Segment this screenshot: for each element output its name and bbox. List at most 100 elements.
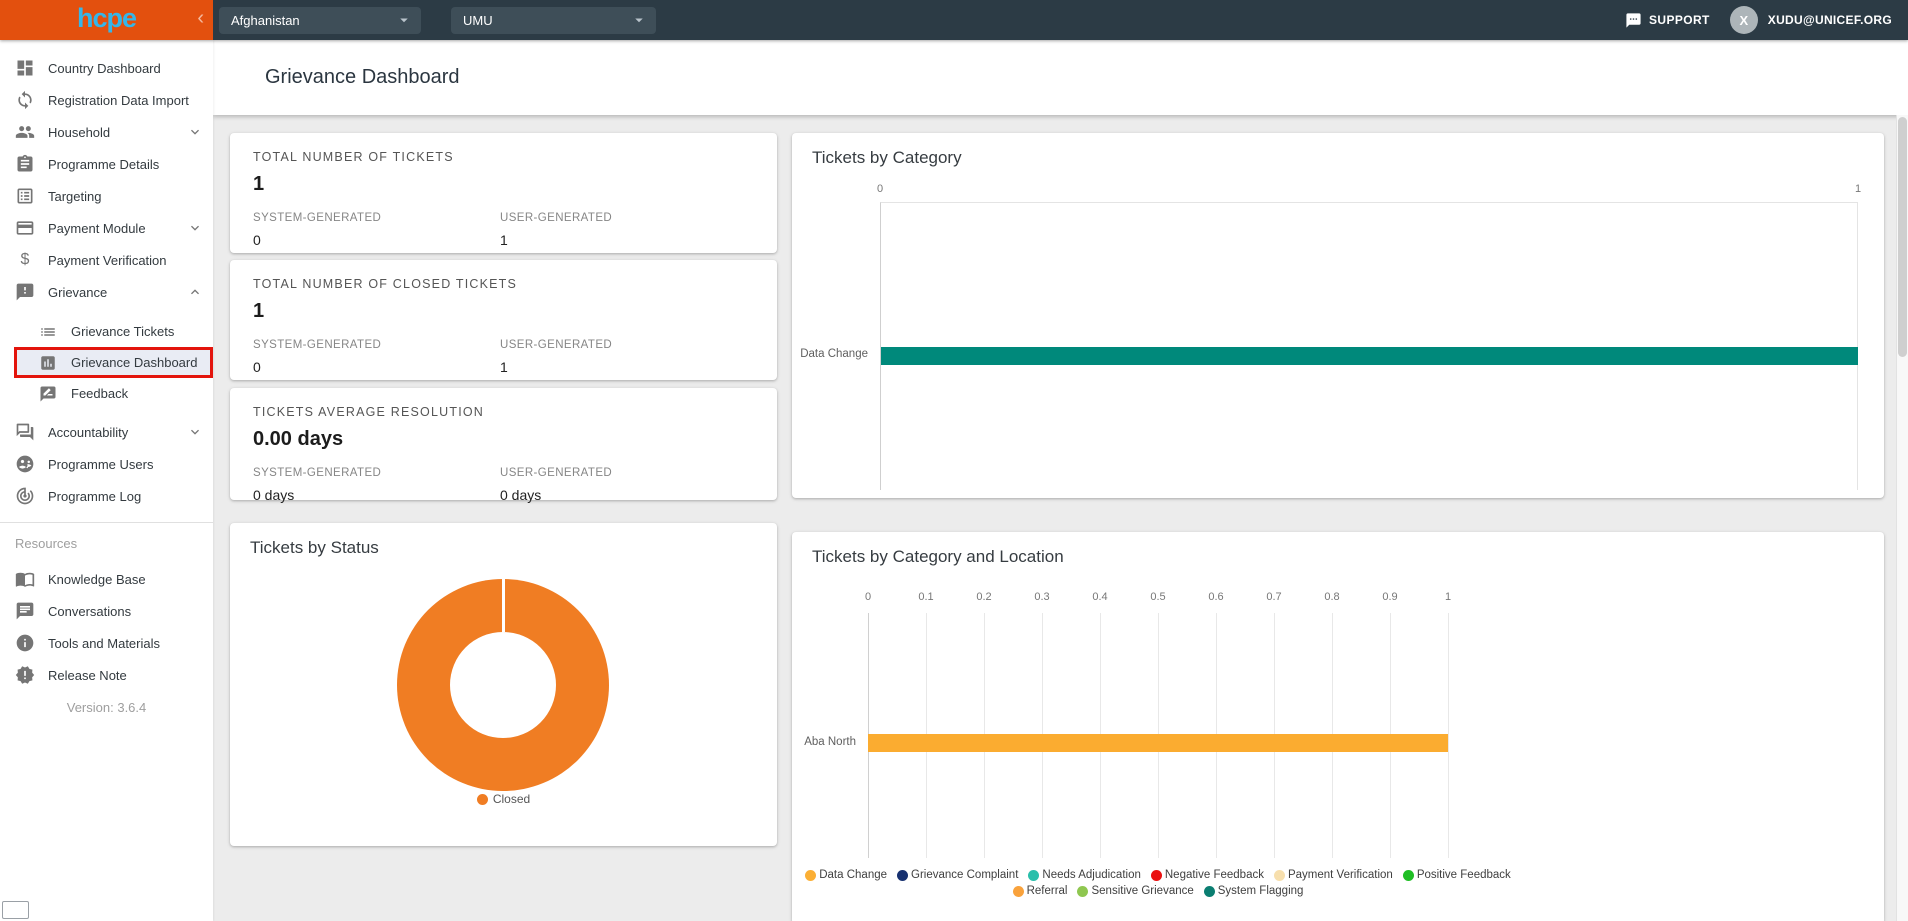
- axis-tick-label: 0.1: [918, 591, 934, 603]
- vertical-scrollbar[interactable]: [1896, 115, 1908, 921]
- system-generated-label: SYSTEM-GENERATED: [253, 339, 382, 351]
- sidebar-item-programme-log[interactable]: Programme Log: [0, 480, 213, 512]
- axis-tick-label: 1: [1444, 591, 1452, 603]
- sidebar-item-label: Grievance: [48, 284, 108, 300]
- programme-select[interactable]: UMU: [451, 6, 656, 34]
- main-content: TOTAL NUMBER OF TICKETS 1 SYSTEM-GENERAT…: [213, 115, 1908, 921]
- avatar-initial: X: [1739, 12, 1749, 28]
- sidebar-item-label: Tools and Materials: [48, 635, 160, 651]
- user-generated-value: 0 days: [500, 487, 542, 503]
- axis-tick-label: 1: [1854, 183, 1862, 195]
- sidebar-item-programme-users[interactable]: Programme Users: [0, 448, 213, 480]
- category-row-label: Data Change: [800, 348, 868, 360]
- sidebar-item-grievance-tickets[interactable]: Grievance Tickets: [0, 316, 213, 347]
- clipboard-icon: [15, 154, 35, 174]
- system-generated-value: 0: [253, 232, 261, 248]
- user-email: XUDU@UNICEF.ORG: [1767, 13, 1892, 27]
- sidebar-item-label: Household: [48, 124, 111, 140]
- sidebar-item-payment-module[interactable]: Payment Module: [0, 212, 213, 244]
- legend-label: Grievance Complaint: [911, 869, 1019, 881]
- chevron-down-icon: [395, 11, 413, 29]
- sidebar-item-tools-and-materials[interactable]: Tools and Materials: [0, 627, 213, 659]
- legend-dot: [897, 869, 909, 881]
- legend-dot: [1150, 869, 1162, 881]
- legend-item: Positive Feedback: [1402, 869, 1511, 881]
- chat-icon: [15, 601, 35, 621]
- donut-slice-seam: [501, 579, 505, 632]
- stat-card-label: TICKETS AVERAGE RESOLUTION: [253, 405, 485, 419]
- user-generated-value: 1: [500, 359, 508, 375]
- axis-tick-label: 0: [864, 591, 872, 603]
- sidebar-item-household[interactable]: Household: [0, 116, 213, 148]
- sidebar-item-targeting[interactable]: Targeting: [0, 180, 213, 212]
- programme-value: UMU: [463, 12, 493, 28]
- sidebar-item-programme-details[interactable]: Programme Details: [0, 148, 213, 180]
- sidebar-item-feedback[interactable]: Feedback: [0, 378, 213, 409]
- list-icon: [38, 322, 58, 342]
- page-title: Grievance Dashboard: [265, 66, 460, 88]
- legend-item: Referral: [1012, 885, 1067, 897]
- nav-spacer: [0, 409, 213, 416]
- sidebar-item-grievance-dashboard[interactable]: Grievance Dashboard: [14, 347, 213, 378]
- sidebar-item-registration-data-import[interactable]: Registration Data Import: [0, 84, 213, 116]
- value-axis: 0 0.1 0.2 0.3 0.4 0.5 0.6 0.7 0.8 0.9 1: [864, 591, 1452, 605]
- legend-label: Payment Verification: [1287, 869, 1393, 881]
- legend-dot: [1402, 869, 1414, 881]
- sidebar-item-label: Release Note: [48, 667, 127, 683]
- sidebar-item-knowledge-base[interactable]: Knowledge Base: [0, 563, 213, 595]
- logo-container: hcpe ‹: [0, 0, 213, 40]
- legend-item: Data Change: [805, 869, 887, 881]
- chevron-down-icon: [187, 424, 203, 440]
- location-row-label: Aba North: [804, 736, 856, 748]
- closed-tickets-card: TOTAL NUMBER OF CLOSED TICKETS 1 SYSTEM-…: [230, 260, 777, 380]
- sidebar-item-label: Targeting: [48, 188, 102, 204]
- legend-label: Closed: [492, 792, 531, 806]
- book-icon: [15, 569, 35, 589]
- chevron-down-icon: [187, 124, 203, 140]
- sidebar-item-label: Feedback: [71, 386, 129, 401]
- question-answer-icon: [15, 422, 35, 442]
- legend-label: System Flagging: [1217, 885, 1304, 897]
- tickets-by-category-plot: [880, 202, 1858, 490]
- top-app-bar: hcpe ‹ Afghanistan UMU SUPPORT X XUDU@UN…: [0, 0, 1908, 40]
- legend-label: Sensitive Grievance: [1091, 885, 1194, 897]
- list-alt-icon: [15, 186, 35, 206]
- sidebar-item-label: Registration Data Import: [48, 92, 189, 108]
- sidebar-item-accountability[interactable]: Accountability: [0, 416, 213, 448]
- page-header: Grievance Dashboard: [213, 40, 1908, 115]
- new-releases-icon: [15, 665, 35, 685]
- sidebar-item-grievance[interactable]: Grievance: [0, 276, 213, 308]
- info-icon: [15, 633, 35, 653]
- total-tickets-card: TOTAL NUMBER OF TICKETS 1 SYSTEM-GENERAT…: [230, 133, 777, 253]
- user-generated-label: USER-GENERATED: [500, 339, 613, 351]
- system-generated-value: 0 days: [253, 487, 295, 503]
- legend-item: Payment Verification: [1273, 869, 1393, 881]
- legend-label: Positive Feedback: [1416, 869, 1511, 881]
- scrollbar-thumb[interactable]: [1898, 117, 1907, 357]
- sidebar-collapse-icon[interactable]: ‹: [197, 7, 204, 29]
- legend-dot: [1077, 885, 1089, 897]
- axis-tick-label: 0.8: [1324, 591, 1340, 603]
- stat-card-value: 0.00 days: [253, 428, 344, 450]
- version-label: Version: 3.6.4: [66, 700, 147, 715]
- tickets-by-status-card: Tickets by Status Closed: [230, 523, 777, 846]
- sidebar-item-label: Country Dashboard: [48, 60, 161, 76]
- business-area-select[interactable]: Afghanistan: [219, 6, 421, 34]
- tickets-by-category-and-location-plot: [868, 613, 1449, 858]
- sidebar-item-conversations[interactable]: Conversations: [0, 595, 213, 627]
- chart-title: Tickets by Category: [812, 148, 962, 167]
- legend-label: Negative Feedback: [1164, 869, 1264, 881]
- nav-spacer: [0, 308, 213, 316]
- scroll-corner-widget: [2, 901, 29, 919]
- legend-item: Sensitive Grievance: [1077, 885, 1194, 897]
- axis-tick-label: 0.9: [1382, 591, 1398, 603]
- avatar[interactable]: X: [1729, 6, 1758, 34]
- sidebar-item-release-note[interactable]: Release Note: [0, 659, 213, 691]
- support-button[interactable]: SUPPORT: [1625, 12, 1710, 29]
- axis-tick-label: 0.4: [1092, 591, 1108, 603]
- axis-tick-label: 0.7: [1266, 591, 1282, 603]
- support-chat-icon: [1625, 12, 1642, 29]
- legend-label: Needs Adjudication: [1042, 869, 1141, 881]
- sidebar-item-payment-verification[interactable]: $ Payment Verification: [0, 244, 213, 276]
- sidebar-item-country-dashboard[interactable]: Country Dashboard: [0, 52, 213, 84]
